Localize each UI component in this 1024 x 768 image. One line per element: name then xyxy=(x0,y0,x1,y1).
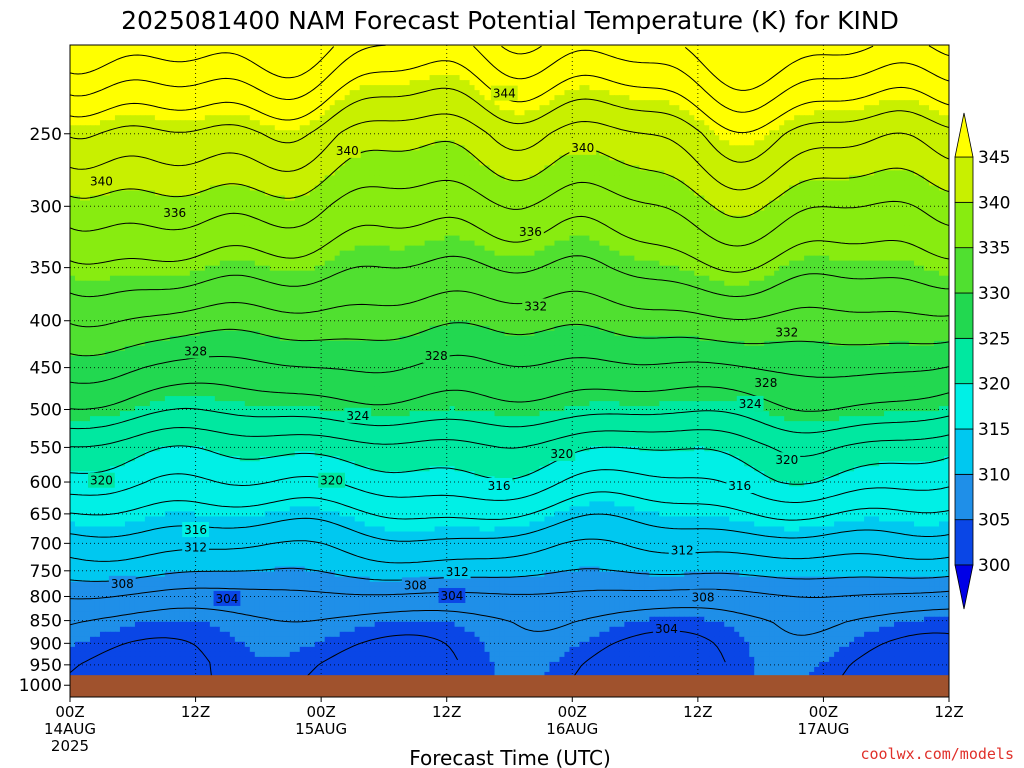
colorbar-swatch xyxy=(955,429,973,474)
contour-label: 340 xyxy=(571,141,594,155)
x-tick-label: 12Z xyxy=(934,703,963,721)
contour-label: 320 xyxy=(90,474,113,488)
colorbar-swatch xyxy=(955,474,973,519)
y-tick-label: 500 xyxy=(30,401,62,421)
colorbar-swatch xyxy=(955,248,973,293)
x-axis-title: Forecast Time (UTC) xyxy=(409,746,611,768)
contour-label: 344 xyxy=(493,87,516,101)
contour-label: 316 xyxy=(488,479,511,493)
colorbar-max-arrow xyxy=(955,113,973,157)
contour-label: 328 xyxy=(184,344,207,358)
colorbar-swatch xyxy=(955,293,973,338)
contour-label: 304 xyxy=(440,589,463,603)
y-tick-label: 650 xyxy=(30,505,62,525)
contour-label: 308 xyxy=(404,578,427,592)
colorbar-min-arrow xyxy=(955,565,973,609)
y-tick-label: 450 xyxy=(30,359,62,379)
x-tick-label: 12Z xyxy=(683,703,712,721)
colorbar-tick-label: 325 xyxy=(978,329,1010,349)
contour-label: 308 xyxy=(111,577,134,591)
ground-surface xyxy=(70,675,949,697)
y-tick-label: 250 xyxy=(30,125,62,145)
y-tick-label: 700 xyxy=(30,534,62,554)
colorbar-tick-label: 320 xyxy=(978,375,1010,395)
contour-label: 324 xyxy=(346,409,369,423)
x-tick-label: 00Z xyxy=(55,703,84,721)
colorbar-swatch xyxy=(955,202,973,247)
colorbar-swatch xyxy=(955,520,973,565)
contour-label: 316 xyxy=(184,523,207,537)
contour-label: 336 xyxy=(163,206,186,220)
colorbar-swatch xyxy=(955,338,973,383)
colorbar-tick-label: 345 xyxy=(978,148,1010,168)
contour-label: 340 xyxy=(90,175,113,189)
chart-title: 2025081400 NAM Forecast Potential Temper… xyxy=(121,6,899,35)
contour-label: 320 xyxy=(550,447,573,461)
x-tick-label: 12Z xyxy=(432,703,461,721)
y-tick-label: 1000 xyxy=(19,676,62,696)
contour-label: 312 xyxy=(184,540,207,554)
y-tick-label: 400 xyxy=(30,312,62,332)
y-tick-label: 350 xyxy=(30,259,62,279)
y-tick-label: 300 xyxy=(30,197,62,217)
plot-area: 344 340 340 340 336 336 332 332 328 328 328 324 324 3… xyxy=(70,45,950,698)
colorbar-tick-label: 340 xyxy=(978,193,1010,213)
contour-label: 328 xyxy=(754,376,777,390)
x-tick-label: 00Z xyxy=(306,703,335,721)
x-tick-label: 12Z xyxy=(181,703,210,721)
contour-label: 332 xyxy=(775,325,798,339)
contour-label: 324 xyxy=(739,397,762,411)
contour-label: 320 xyxy=(775,453,798,467)
contour-label: 320 xyxy=(320,474,343,488)
y-tick-label: 550 xyxy=(30,438,62,458)
contour-label: 328 xyxy=(425,349,448,363)
x-tick-label: 00Z xyxy=(809,703,838,721)
contour-label: 332 xyxy=(524,300,547,314)
contour-label: 304 xyxy=(655,622,678,636)
colorbar-tick-label: 330 xyxy=(978,284,1010,304)
x-tick-label: 2025 xyxy=(51,737,89,755)
y-tick-label: 800 xyxy=(30,587,62,607)
y-tick-label: 900 xyxy=(30,634,62,654)
contour-label: 312 xyxy=(446,565,469,579)
contour-label: 304 xyxy=(216,592,239,606)
y-axis: 2503003504004505005506006507007508008509… xyxy=(19,125,70,696)
x-tick-label: 14AUG xyxy=(44,720,96,738)
y-tick-label: 850 xyxy=(30,612,62,632)
colorbar-tick-label: 310 xyxy=(978,465,1010,485)
colorbar-tick-label: 315 xyxy=(978,420,1010,440)
credit-text: coolwx.com/models xyxy=(860,745,1014,763)
colorbar-swatch xyxy=(955,384,973,429)
colorbar-tick-label: 305 xyxy=(978,511,1010,531)
colorbar: 300 305 310 315 320 325 330 335 340 345 xyxy=(955,113,1010,609)
x-tick-label: 00Z xyxy=(558,703,587,721)
x-tick-label: 16AUG xyxy=(546,720,598,738)
y-tick-label: 750 xyxy=(30,562,62,582)
y-tick-label: 600 xyxy=(30,473,62,493)
x-tick-label: 17AUG xyxy=(797,720,849,738)
colorbar-swatch xyxy=(955,157,973,202)
contour-label: 340 xyxy=(336,144,359,158)
contour-label: 336 xyxy=(519,225,542,239)
contour-label: 312 xyxy=(671,544,694,558)
x-tick-label: 15AUG xyxy=(295,720,347,738)
contour-label: 308 xyxy=(692,590,715,604)
temperature-fill-bands xyxy=(70,45,950,698)
y-tick-label: 950 xyxy=(30,656,62,676)
colorbar-tick-label: 335 xyxy=(978,239,1010,259)
colorbar-tick-label: 300 xyxy=(978,556,1010,576)
contour-label: 316 xyxy=(728,479,751,493)
